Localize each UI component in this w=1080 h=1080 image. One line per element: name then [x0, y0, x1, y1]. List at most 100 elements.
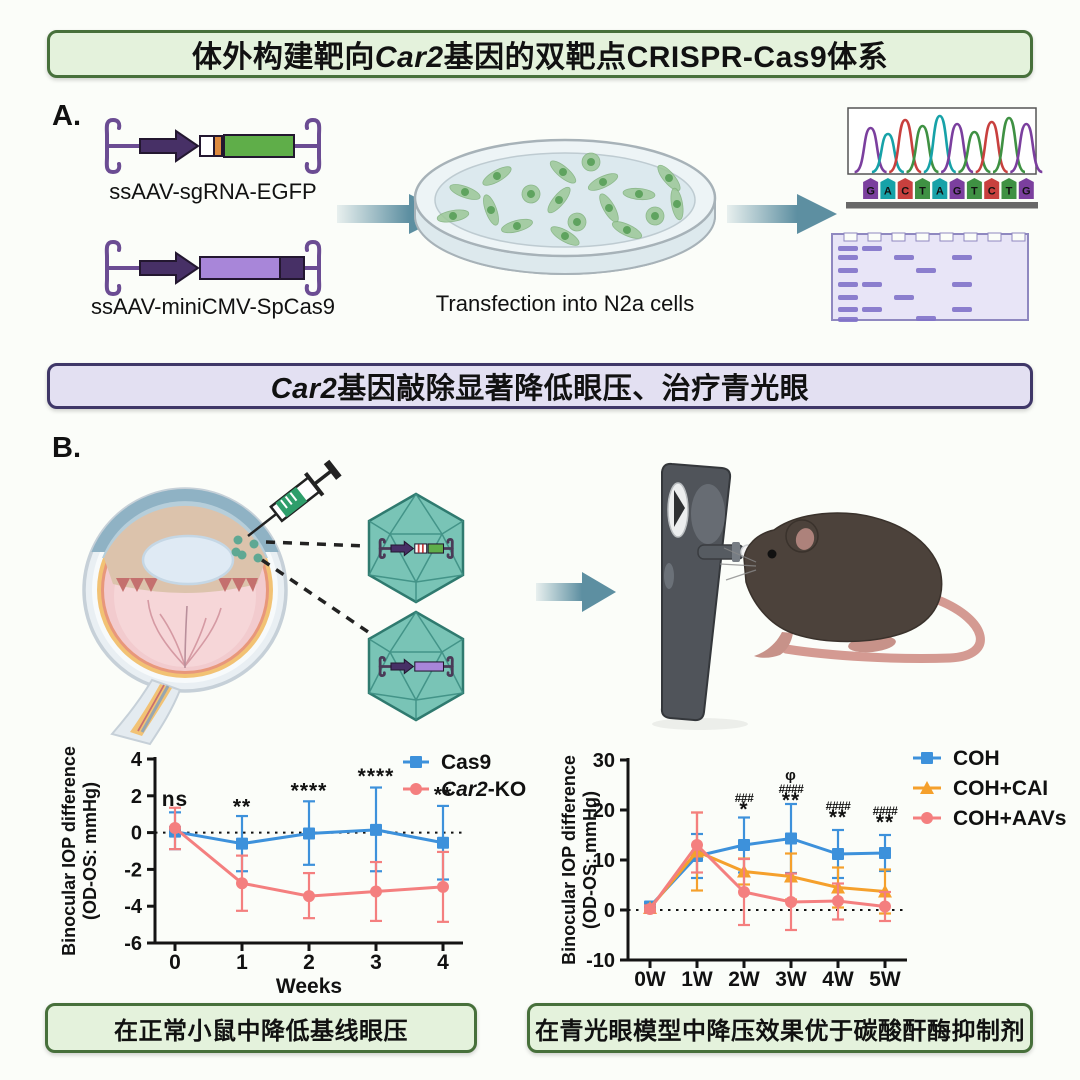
- svg-text:4W: 4W: [822, 968, 854, 991]
- svg-text:4: 4: [437, 951, 449, 974]
- svg-text:COH+CAI: COH+CAI: [953, 777, 1048, 800]
- construct1-label: ssAAV-sgRNA-EGFP: [109, 179, 316, 204]
- callout-dashed-lines: [261, 540, 381, 642]
- svg-text:****: ****: [358, 765, 395, 788]
- svg-text:10: 10: [593, 850, 615, 872]
- svg-text:T: T: [919, 186, 926, 198]
- chromatogram-peaks: [854, 114, 1043, 174]
- series-COH+AAVs: [644, 811, 891, 932]
- svg-text:G: G: [953, 186, 962, 198]
- svg-text:Car2-KO: Car2-KO: [441, 778, 526, 801]
- construct2-label: ssAAV-miniCMV-SpCas9: [91, 294, 335, 319]
- svg-text:####: ####: [873, 804, 899, 818]
- svg-text:**: **: [434, 783, 452, 806]
- svg-text:5W: 5W: [869, 968, 901, 991]
- svg-text:COH+AAVs: COH+AAVs: [953, 807, 1066, 830]
- svg-text:3: 3: [370, 951, 382, 974]
- syringe-icon: [247, 459, 342, 537]
- svg-text:####: ####: [826, 799, 852, 813]
- svg-text:-6: -6: [124, 933, 142, 955]
- svg-text:1W: 1W: [681, 968, 713, 991]
- svg-text:**: **: [876, 811, 894, 834]
- dish-caption: Transfection into N2a cells: [436, 291, 694, 316]
- panel-b-label: B.: [52, 432, 81, 464]
- banner-middle-text: Car2基因敲除显著降低眼压、治疗青光眼: [270, 373, 810, 405]
- svg-text:**: **: [782, 789, 800, 812]
- svg-text:-2: -2: [124, 859, 142, 881]
- flow-arrow-2: [727, 194, 837, 234]
- svg-text:2: 2: [303, 951, 315, 974]
- significance-annotations: ns ************: [162, 765, 452, 818]
- svg-text:**: **: [233, 795, 251, 818]
- svg-text:4: 4: [131, 749, 143, 771]
- legend: COH COH+CAI COH+AAVs: [913, 747, 1066, 830]
- optic-nerve: [110, 678, 182, 746]
- petri-dish-icon: [413, 138, 717, 275]
- svg-text:Weeks: Weeks: [276, 975, 342, 997]
- injected-aav-dots: [231, 535, 263, 563]
- svg-text:-10: -10: [586, 950, 615, 972]
- svg-text:0: 0: [169, 951, 181, 974]
- svg-text:Binocular IOP difference: Binocular IOP difference: [59, 746, 79, 956]
- n2a-cells: [436, 152, 684, 246]
- svg-text:****: ****: [291, 780, 328, 803]
- svg-text:3W: 3W: [775, 968, 807, 991]
- svg-text:-4: -4: [124, 896, 143, 918]
- svg-text:####: ####: [779, 782, 805, 796]
- banner-top-title: 体外构建靶向Car2基因的双靶点CRISPR-Cas9体系: [47, 30, 1033, 78]
- svg-text:ns: ns: [162, 788, 189, 811]
- plasmid-ssaav-sgrna-egfp-icon: [104, 117, 322, 175]
- svg-text:(OD-OS: mmHg): (OD-OS: mmHg): [80, 782, 100, 920]
- banner-top-text: 体外构建靶向Car2基因的双靶点CRISPR-Cas9体系: [191, 41, 889, 74]
- mouse-icon: [719, 512, 985, 664]
- section-b-illustration: [82, 459, 985, 746]
- aav-particle-cas9: [367, 610, 465, 722]
- series-COH+CAI: [643, 811, 892, 915]
- svg-text:0: 0: [131, 823, 142, 845]
- svg-text:0: 0: [604, 900, 615, 922]
- svg-text:20: 20: [593, 800, 615, 822]
- series-Car2-KO: [169, 806, 449, 923]
- banner-middle-title: Car2基因敲除显著降低眼压、治疗青光眼: [47, 363, 1033, 409]
- banner-bottom-left-text: 在正常小鼠中降低基线眼压: [114, 1017, 408, 1045]
- panel-a-label: A.: [52, 100, 81, 132]
- lens: [141, 534, 235, 586]
- eye-cross-section-icon: [82, 487, 288, 746]
- svg-text:30: 30: [593, 750, 615, 772]
- ciliary-fringe: [116, 578, 258, 592]
- axes: [620, 758, 907, 968]
- svg-text:COH: COH: [953, 747, 1000, 770]
- aav-particle-sgrna: [367, 492, 465, 604]
- svg-text:A: A: [936, 186, 944, 198]
- plasmid-ssaav-minicmv-spcas9-icon: [104, 239, 322, 297]
- tonometer-icon: [652, 462, 756, 730]
- svg-text:T: T: [971, 186, 978, 198]
- chart-normal-mice-iop: -6 -4 -2 0 2 4 0 1 2 3 4 Binocular IOP difference (O…: [59, 746, 526, 997]
- svg-text:C: C: [988, 186, 996, 198]
- banner-bottom-right: 在青光眼模型中降压效果优于碳酸酐酶抑制剂: [527, 1003, 1033, 1053]
- axes: [147, 757, 463, 951]
- svg-text:Binocular IOP difference: Binocular IOP difference: [559, 755, 579, 965]
- significance-annotations: ###*φ####** ####** ####**: [735, 767, 899, 834]
- svg-text:G: G: [866, 186, 875, 198]
- gel-wells: [843, 232, 1026, 242]
- svg-text:φ: φ: [785, 767, 797, 784]
- banner-bottom-left: 在正常小鼠中降低基线眼压: [45, 1003, 477, 1053]
- svg-text:2: 2: [131, 786, 142, 808]
- svg-text:*: *: [739, 798, 748, 821]
- gel-bands: [838, 246, 972, 322]
- svg-text:###: ###: [735, 791, 754, 805]
- mouse-tail: [781, 595, 985, 664]
- svg-text:**: **: [829, 806, 847, 829]
- svg-text:(OD-OS: mmHg): (OD-OS: mmHg): [580, 791, 600, 929]
- flow-arrow-3: [536, 572, 616, 612]
- gel-electrophoresis-icon: [831, 232, 1029, 322]
- chart-coh-model-iop: -10 0 10 20 30 0W 1W 2W 3W 4W 5W Binocular IOP diff…: [559, 747, 1066, 991]
- legend: Cas9 Car2-KO: [403, 751, 526, 801]
- svg-text:0W: 0W: [634, 968, 666, 991]
- svg-text:T: T: [1006, 186, 1013, 198]
- svg-text:2W: 2W: [728, 968, 760, 991]
